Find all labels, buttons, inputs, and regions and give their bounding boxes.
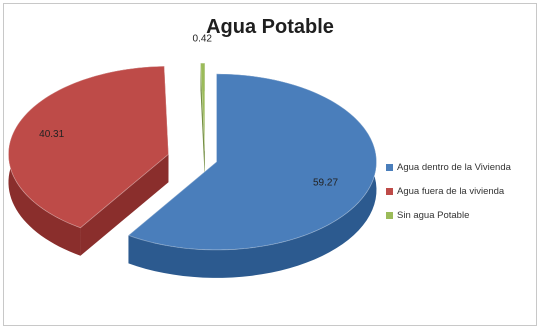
data-label-1: 40.31 xyxy=(39,129,64,140)
pie-slice-wall-1-0 xyxy=(80,154,169,256)
legend-item-dentro: Agua dentro de la Vivienda xyxy=(386,155,511,179)
legend-label-sin: Sin agua Potable xyxy=(397,209,470,221)
pie-slice-side-0 xyxy=(128,73,377,278)
pie-slice-0 xyxy=(127,73,377,251)
legend-label-dentro: Agua dentro de la Vivienda xyxy=(397,161,511,173)
legend-label-fuera: Agua fuera de la vivienda xyxy=(397,185,505,197)
pie-slice-2 xyxy=(200,62,206,152)
legend-swatch-sin xyxy=(386,211,393,219)
chart-title: Agua Potable xyxy=(206,16,334,38)
legend-swatch-fuera xyxy=(386,187,393,195)
legend-swatch-dentro xyxy=(386,163,393,171)
pie-slice-wall-2-0 xyxy=(200,63,205,180)
data-label-2: 0.42 xyxy=(193,34,213,45)
legend-item-fuera: Agua fuera de la vivienda xyxy=(386,179,511,203)
legend-item-sin: Sin agua Potable xyxy=(386,203,511,227)
chart-legend: Agua dentro de la Vivienda Agua fuera de… xyxy=(386,155,511,227)
pie-slice-1 xyxy=(8,65,169,229)
data-label-0: 59.27 xyxy=(313,178,338,189)
